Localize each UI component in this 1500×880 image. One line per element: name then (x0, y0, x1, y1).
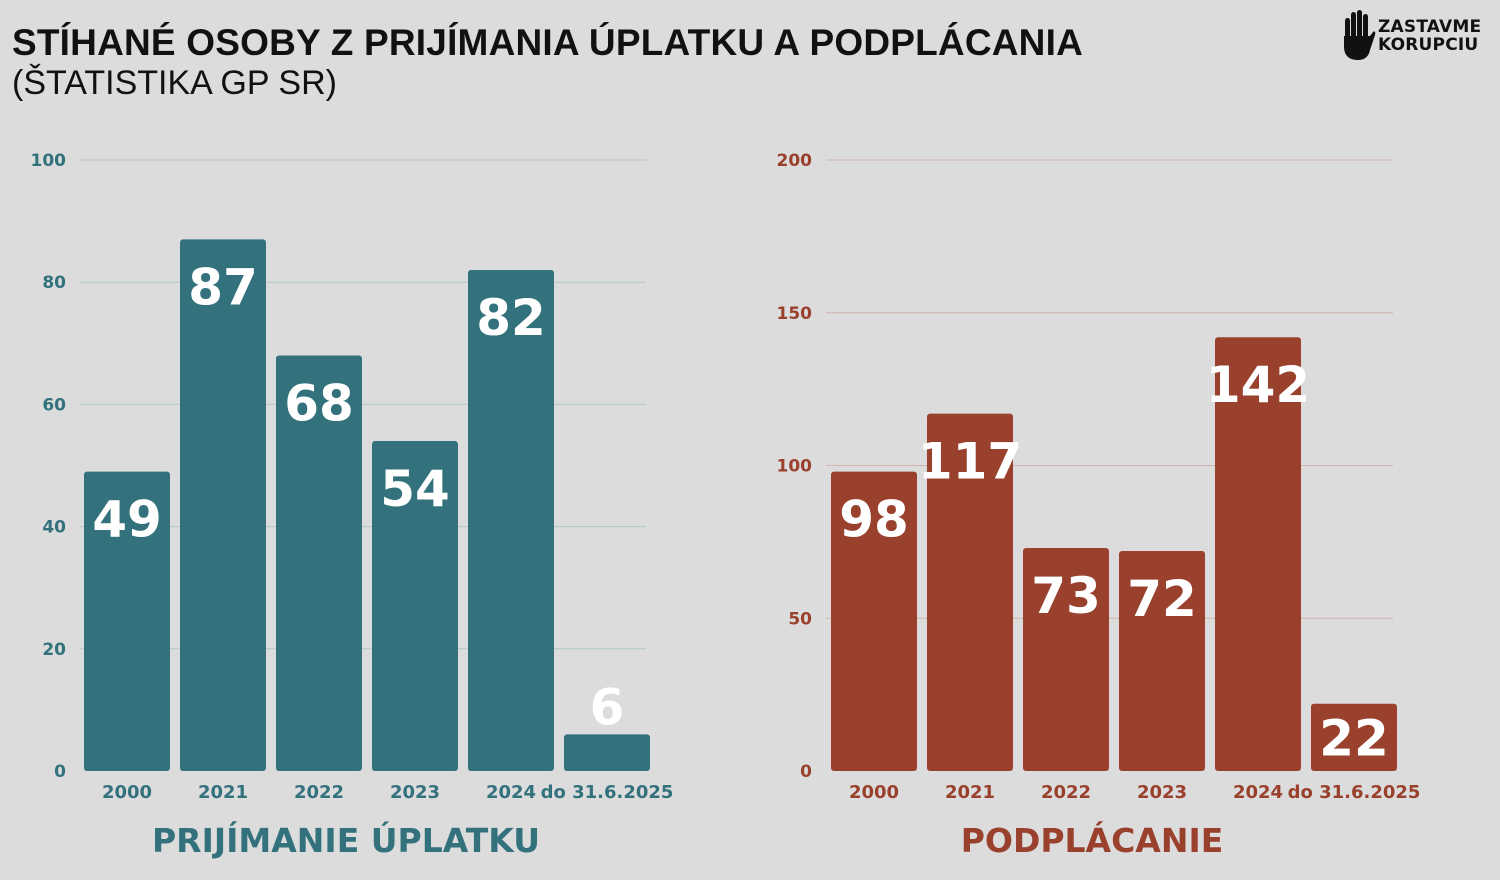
chart1-value-label: 72 (1127, 570, 1197, 628)
chart0-value-label: 49 (92, 491, 162, 549)
chart1-category-label: do 31.6.2025 (1288, 782, 1421, 803)
chart1-value-label: 98 (839, 491, 909, 549)
chart1-bar (1119, 551, 1205, 771)
chart0-bar (180, 239, 266, 771)
chart0-bar (564, 734, 650, 771)
chart0-category-label: 2021 (198, 782, 248, 803)
chart0-value-label: 87 (188, 258, 258, 316)
chart0-value-label: 82 (476, 289, 546, 347)
chart1-value-label: 73 (1031, 567, 1101, 625)
chart1-ytick-label: 0 (800, 762, 812, 782)
chart1-title: PODPLÁCANIE (961, 820, 1224, 860)
logo: ZASTAVME KORUPCIU (1342, 10, 1492, 64)
logo-line1: ZASTAVME (1378, 17, 1482, 37)
chart1-value-label: 142 (1206, 356, 1310, 414)
chart0-bar (468, 269, 554, 771)
chart0-bar (276, 355, 362, 771)
chart1-category-label: 2024 (1233, 782, 1283, 803)
chart0-category-label: do 31.6.2025 (541, 782, 674, 803)
chart1-bar (1311, 703, 1397, 771)
chart0-category-label: 2000 (102, 782, 152, 803)
page-subtitle: (ŠTATISTIKA GP SR) (12, 64, 337, 102)
chart0-ytick-label: 80 (42, 273, 66, 293)
chart0-bar (372, 441, 458, 771)
chart0-title: PRIJÍMANIE ÚPLATKU (152, 820, 540, 860)
chart1-ytick-label: 200 (777, 151, 813, 171)
chart0-value-label: 54 (380, 460, 450, 518)
page-title: STÍHANÉ OSOBY Z PRIJÍMANIA ÚPLATKU A POD… (12, 22, 1084, 63)
chart0-ytick-label: 100 (31, 151, 67, 171)
chart1-category-label: 2000 (849, 782, 899, 803)
chart1-category-label: 2022 (1041, 782, 1091, 803)
chart0-category-label: 2024 (486, 782, 536, 803)
chart0-ytick-label: 40 (42, 518, 66, 538)
chart1-bar (1215, 337, 1301, 771)
chart0-value-label: 68 (284, 375, 354, 433)
chart1-ytick-label: 100 (777, 457, 813, 477)
logo-text: ZASTAVME KORUPCIU (1378, 18, 1481, 54)
chart1-ytick-label: 150 (777, 304, 813, 324)
chart1-bar (927, 413, 1013, 771)
logo-line2: KORUPCIU (1378, 35, 1479, 55)
chart0-ytick-label: 60 (42, 395, 66, 415)
chart1-category-label: 2021 (945, 782, 995, 803)
chart1-value-label: 22 (1319, 709, 1389, 767)
chart0-value-label: 6 (590, 678, 625, 736)
chart1-value-label: 117 (918, 433, 1022, 491)
chart0-category-label: 2022 (294, 782, 344, 803)
hand-icon (1344, 10, 1376, 60)
chart0-bar (84, 471, 170, 771)
chart1-ytick-label: 50 (788, 609, 812, 629)
chart0-category-label: 2023 (390, 782, 440, 803)
chart1-bar (831, 471, 917, 771)
chart0-ytick-label: 20 (42, 640, 66, 660)
chart0-ytick-label: 0 (54, 762, 66, 782)
chart1-category-label: 2023 (1137, 782, 1187, 803)
chart1-bar (1023, 547, 1109, 771)
